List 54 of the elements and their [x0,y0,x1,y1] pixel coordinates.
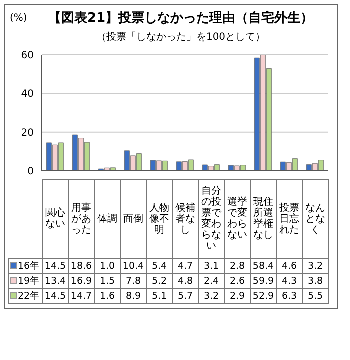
data-label: 14.5 [42,288,68,304]
data-label: 3.1 [198,258,224,274]
x-tick-label: 投票日忘れた [276,180,302,258]
data-label: 6.3 [276,288,302,304]
data-label: 5.2 [146,274,172,288]
legend-label: 19年 [8,274,42,288]
y-axis-title: (%) [10,13,28,24]
x-tick-label: 体調 [94,180,120,258]
y-tick-label: 40 [21,89,34,100]
data-label: 59.9 [250,274,276,288]
data-label: 1.0 [94,258,120,274]
x-tick-label: 人物像不明 [146,180,172,258]
data-label: 8.9 [120,288,146,304]
data-label: 13.4 [42,274,68,288]
y-tick-label: 20 [21,128,34,139]
y-tick-label: 0 [28,166,34,178]
data-label: 5.5 [302,288,328,304]
data-label: 4.3 [276,274,302,288]
data-label: 5.4 [146,258,172,274]
chart-title: 【図表21】投票しなかった理由（自宅外生） [48,11,314,26]
data-label: 16.9 [68,274,94,288]
data-label: 2.4 [198,274,224,288]
data-label: 2.8 [224,258,250,274]
data-label: 5.1 [146,288,172,304]
x-tick-label: 候補者なし [172,180,198,258]
x-tick-label: 関心ない [42,180,68,258]
x-tick-label: 用事があった [68,180,94,258]
data-label: 2.6 [224,274,250,288]
data-label: 10.4 [120,258,146,274]
data-label: 4.6 [276,258,302,274]
data-label: 2.9 [224,288,250,304]
legend-label: 16年 [8,258,42,274]
data-label: 1.6 [94,288,120,304]
x-tick-label: 現住所選挙権なし [250,180,276,258]
x-tick-label: 面倒 [120,180,146,258]
data-label: 5.7 [172,288,198,304]
data-label: 14.7 [68,288,94,304]
data-label: 4.8 [172,274,198,288]
data-label: 3.2 [302,258,328,274]
data-label: 4.7 [172,258,198,274]
x-tick-label: なんとなく [302,180,328,258]
chart-subtitle: （投票「しなかった」を100として） [95,30,267,44]
legend-label: 22年 [8,288,42,304]
y-tick-label: 60 [21,50,34,62]
data-label: 1.5 [94,274,120,288]
data-label: 3.8 [302,274,328,288]
x-tick-label: 選挙で変わらない [224,180,250,258]
data-label: 7.8 [120,274,146,288]
x-tick-label: 自分の投票で変わらない [198,180,224,258]
data-label: 3.2 [198,288,224,304]
data-label: 14.5 [42,258,68,274]
data-label: 58.4 [250,258,276,274]
data-label: 52.9 [250,288,276,304]
data-label: 18.6 [68,258,94,274]
